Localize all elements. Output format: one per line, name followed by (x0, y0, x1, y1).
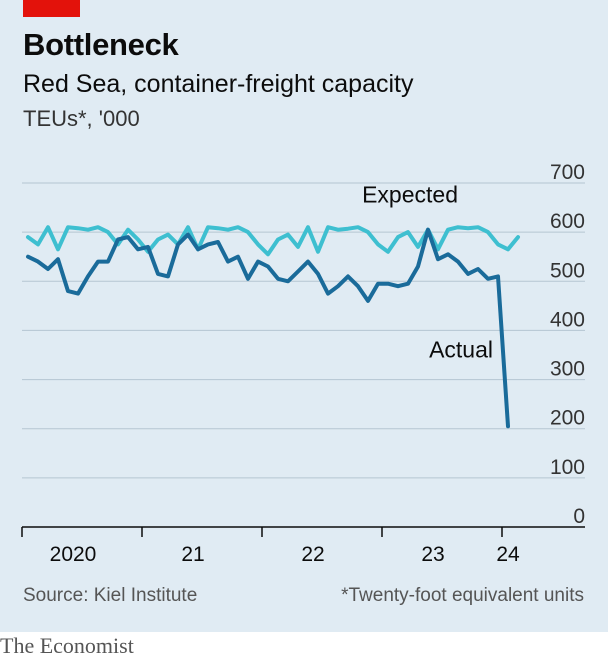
y-tick-label: 0 (573, 505, 585, 528)
y-tick-label: 600 (550, 210, 585, 233)
footnote: *Twenty-foot equivalent units (341, 585, 584, 606)
x-tick-label: 21 (181, 543, 204, 566)
units-label: TEUs*, '000 (23, 106, 140, 131)
series-labels: Expected Actual (362, 182, 493, 363)
y-tick-label: 300 (550, 358, 585, 381)
x-tick-label: 22 (301, 543, 324, 566)
series-label-actual: Actual (429, 336, 493, 362)
y-tick-label: 200 (550, 407, 585, 430)
source-note: Source: Kiel Institute (23, 585, 198, 606)
chart-title: Bottleneck (23, 27, 179, 62)
series-lines (26, 225, 520, 429)
economist-logo: The Economist (0, 633, 134, 658)
y-tick-label: 100 (550, 456, 585, 479)
brand-red-tag (23, 0, 80, 17)
series-line-expected (26, 225, 520, 257)
x-axis: 2020 21 22 23 24 (21, 526, 585, 566)
line-chart: 0 100 200 300 400 500 600 700 Expected Actual 20… (21, 161, 585, 566)
y-tick-label: 400 (550, 308, 585, 331)
x-tick-label: 23 (421, 543, 444, 566)
series-label-expected: Expected (362, 182, 458, 208)
y-tick-label: 500 (550, 259, 585, 282)
series-line-actual (26, 227, 510, 429)
chart-subtitle: Red Sea, container-freight capacity (23, 70, 414, 98)
y-tick-label: 700 (550, 161, 585, 184)
x-tick-label: 2020 (50, 543, 97, 566)
y-tick-labels: 0 100 200 300 400 500 600 700 (550, 161, 585, 528)
x-tick-label: 24 (496, 543, 520, 566)
